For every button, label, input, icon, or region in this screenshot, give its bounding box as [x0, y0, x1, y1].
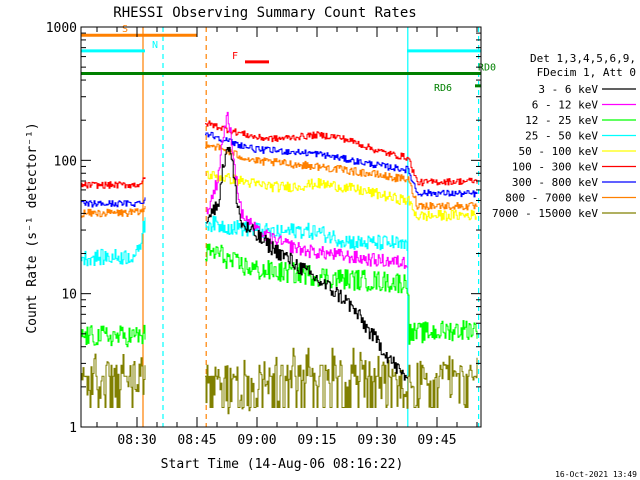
legend-label-5: 100 - 300 keV [512, 161, 598, 174]
flag-label-n-1: N [152, 40, 158, 51]
series-3-6-kev-line [206, 146, 408, 381]
series-50-100-kev-line [206, 170, 477, 222]
legend-label-8: 7000 - 15000 keV [492, 207, 598, 220]
legend-label-7: 800 - 7000 keV [505, 192, 598, 205]
flag-label-rd0-4: RD0 [478, 62, 496, 73]
legend-label-4: 50 - 100 keV [519, 145, 599, 158]
x-tick-label-5: 09:45 [417, 433, 456, 448]
x-tick-label-2: 09:00 [237, 433, 276, 448]
y-axis-label: Count Rate (s⁻¹ detector⁻¹) [25, 122, 40, 333]
chart-title: RHESSI Observing Summary Count Rates [113, 5, 416, 21]
legend: Det 1,3,4,5,6,9,FDecim 1, Att 0 3 - 6 keV… [492, 52, 636, 220]
x-axis-label: Start Time (14-Aug-06 08:16:22) [161, 457, 404, 472]
legend-label-0: 3 - 6 keV [538, 83, 598, 96]
series-7000-15000-kev-line [81, 347, 478, 415]
series-12-25-kev-line [81, 243, 478, 348]
flag-label-f-3: F [232, 51, 238, 62]
series-25-50-kev-line [81, 215, 408, 267]
plot-content: S N F RD0 RD6 1 10 100 1000 08:30 08:45 09:00 09:15 0… [46, 21, 496, 448]
legend-label-6: 300 - 800 keV [512, 176, 598, 189]
x-tick-label-0: 08:30 [117, 433, 156, 448]
legend-label-2: 12 - 25 keV [525, 114, 598, 127]
flag-label-s-0: S [122, 24, 128, 35]
y-tick-label-3: 1000 [46, 21, 77, 36]
series-6-12-kev-line [206, 111, 408, 269]
series-100-300-kev-line [81, 120, 478, 189]
flag-label-rd6-5: RD6 [434, 83, 452, 94]
footer-timestamp: 16-Oct-2021 13:49 [555, 470, 637, 479]
legend-header-line-0: Det 1,3,4,5,6,9, [530, 52, 636, 65]
legend-header-line-1: FDecim 1, Att 0 [537, 66, 636, 79]
x-tick-label-3: 09:15 [297, 433, 336, 448]
x-tick-label-4: 09:30 [357, 433, 396, 448]
y-tick-label-0: 1 [69, 421, 77, 436]
series-300-800-kev-line [81, 131, 478, 208]
y-tick-label-2: 100 [54, 154, 77, 169]
legend-label-1: 6 - 12 keV [532, 99, 599, 112]
legend-label-3: 25 - 50 keV [525, 130, 598, 143]
series-800-7000-kev-line [81, 141, 478, 218]
y-tick-label-1: 10 [61, 288, 77, 303]
x-tick-label-1: 08:45 [177, 433, 216, 448]
plot-frame [80, 26, 482, 428]
